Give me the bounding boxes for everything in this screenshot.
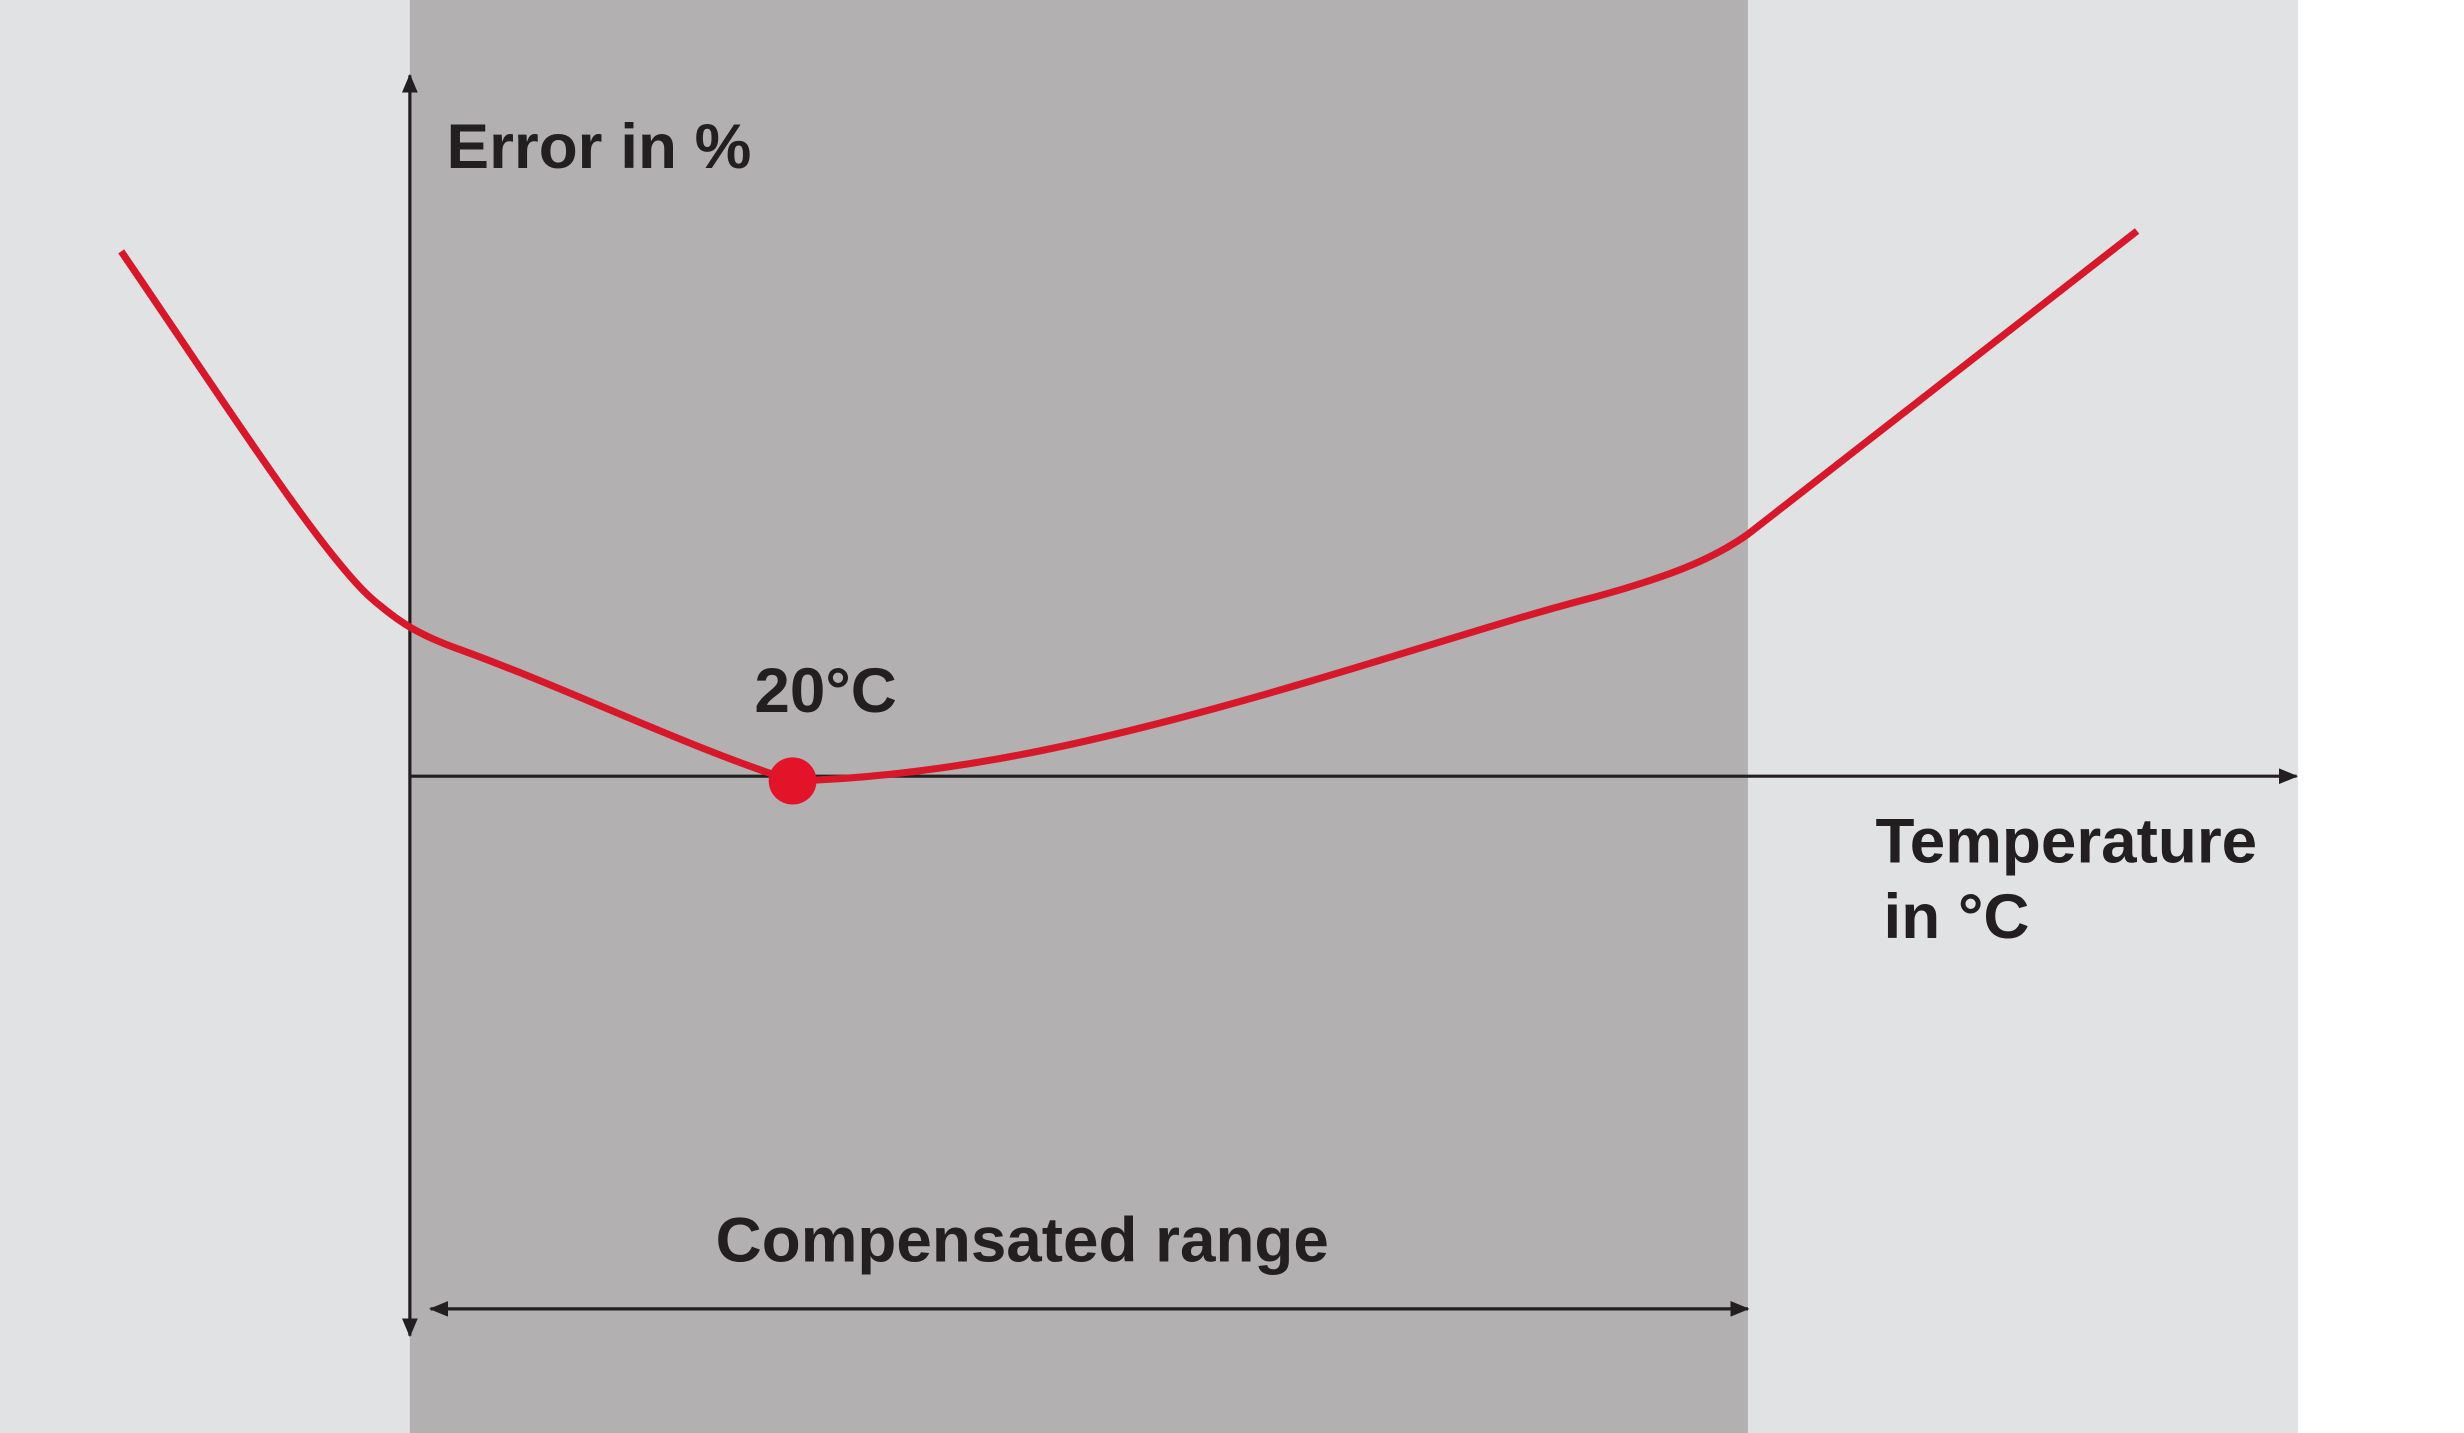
x-axis-label: Temperature <box>1876 807 2258 876</box>
range-label: Compensated range <box>716 1206 1329 1275</box>
y-axis-label: Error in % <box>447 113 752 182</box>
x-axis-label: in °C <box>1883 882 2029 951</box>
reference-point-label: 20°C <box>754 656 897 725</box>
reference-point <box>768 757 817 805</box>
